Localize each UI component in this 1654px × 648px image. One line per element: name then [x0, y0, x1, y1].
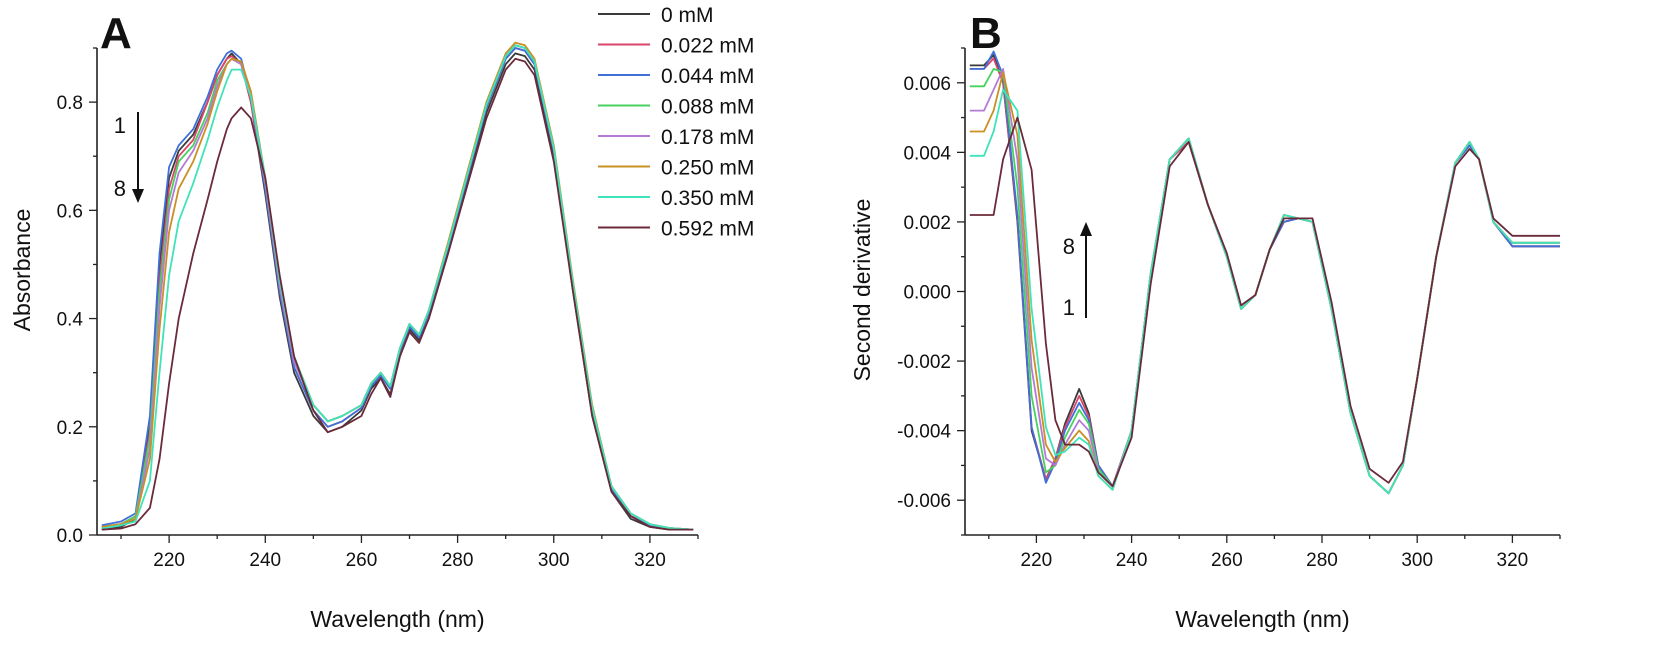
y-axis-title: Second derivative	[849, 199, 875, 382]
series-line	[101, 57, 694, 531]
x-tick-label: 260	[1211, 550, 1243, 571]
x-tick-label: 320	[634, 550, 666, 571]
legend-label: 0.088 mM	[661, 96, 754, 119]
x-tick-label: 280	[442, 550, 474, 571]
x-tick-label: 260	[346, 550, 378, 571]
panel-letter: B	[970, 9, 1002, 58]
x-tick-label: 220	[1021, 550, 1053, 571]
y-tick-label: -0.006	[897, 491, 951, 512]
y-tick-label: 0.006	[903, 74, 951, 95]
series-line	[969, 116, 1560, 488]
series-line	[101, 44, 694, 531]
legend-label: 0.592 mM	[661, 218, 754, 241]
x-axis-title: Wavelength (nm)	[1175, 606, 1349, 632]
x-tick-label: 300	[1401, 550, 1433, 571]
legend-label: 0.178 mM	[661, 126, 754, 149]
x-tick-label: 280	[1306, 550, 1338, 571]
annotation-label-bottom: 1	[1063, 295, 1075, 320]
annotation-label-top: 8	[1063, 234, 1075, 259]
panel-letter: A	[100, 9, 132, 58]
annotation-label-bottom: 8	[114, 176, 126, 201]
legend-label: 0.350 mM	[661, 187, 754, 210]
annotation-label-top: 1	[114, 113, 126, 138]
y-tick-label: 0.004	[903, 143, 951, 164]
legend-label: 0.022 mM	[661, 35, 754, 58]
series-line	[969, 71, 1560, 495]
y-tick-label: 0.002	[903, 213, 951, 234]
x-tick-label: 240	[1116, 550, 1148, 571]
y-tick-label: -0.004	[897, 422, 951, 443]
annotation-arrow-head	[132, 189, 144, 203]
legend-label: 0 mM	[661, 4, 714, 27]
x-tick-label: 220	[153, 550, 185, 571]
x-tick-label: 240	[249, 550, 281, 571]
y-tick-label: -0.002	[897, 352, 951, 373]
legend-label: 0.044 mM	[661, 65, 754, 88]
x-tick-label: 300	[538, 550, 570, 571]
y-tick-label: 0.0	[57, 526, 83, 547]
x-tick-label: 320	[1497, 550, 1529, 571]
panel-b-chart: 220 240 260 280 300 320 -0.006 -0.004 -0.002 0.00…	[849, 9, 1561, 632]
y-tick-label: 0.4	[57, 310, 84, 331]
y-tick-label: 0.6	[57, 201, 83, 222]
y-tick-label: 0.8	[57, 93, 83, 114]
panel-a-chart: 220 240 260 280 300 320 0.0 0.2 0.4 0.6 0.8 Wavelen…	[9, 9, 699, 632]
legend-label: 0.250 mM	[661, 157, 754, 180]
legend: 0 mM 0.022 mM 0.044 mM 0.088 mM 0.178 mM 0.25…	[598, 4, 754, 241]
annotation-arrow-head	[1080, 222, 1092, 236]
y-tick-label: 0.2	[57, 418, 83, 439]
x-axis-title: Wavelength (nm)	[310, 606, 484, 632]
y-axis-title: Absorbance	[9, 209, 35, 332]
y-tick-label: 0.000	[903, 283, 951, 304]
